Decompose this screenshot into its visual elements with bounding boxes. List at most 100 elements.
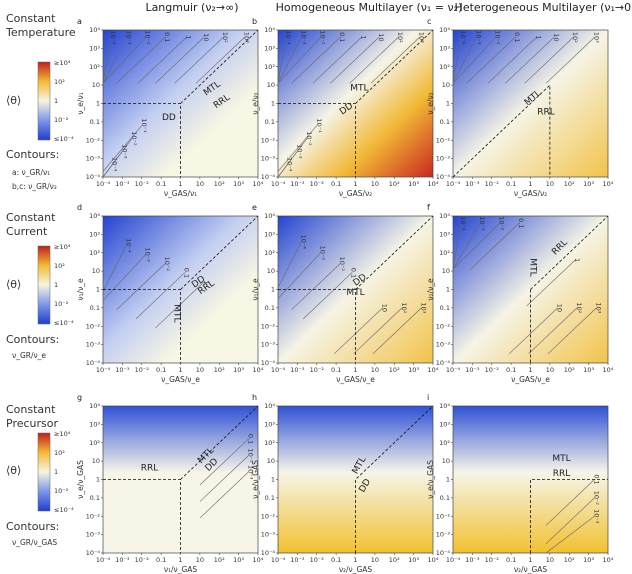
colorbar-tick-0: ≥10⁴ — [54, 243, 71, 251]
contour-line — [528, 307, 578, 355]
panel-letter: e — [252, 203, 257, 212]
contour-label: 10² — [400, 302, 408, 313]
y-tick-label: 10⁻⁴ — [261, 359, 276, 367]
contour-label: 10⁻⁴ — [111, 157, 119, 172]
x-axis-label: ν_GAS/ν_e — [511, 375, 550, 384]
region-label: RRL — [141, 463, 159, 473]
contour-line — [277, 241, 302, 288]
x-tick-label: 10³ — [408, 180, 419, 188]
contour-line — [547, 307, 597, 355]
x-tick-label: 10⁻³ — [115, 556, 130, 564]
x-tick-label: 10⁴ — [253, 180, 264, 188]
y-tick-label: 10³ — [439, 420, 450, 428]
y-tick-label: 10 — [267, 457, 275, 465]
x-tick-label: 10⁻² — [485, 556, 500, 564]
x-tick-label: 10⁴ — [428, 180, 439, 188]
y-tick-label: 10⁻⁴ — [86, 173, 101, 181]
x-tick-label: 1 — [178, 180, 182, 188]
panel-letter: f — [427, 203, 430, 212]
y-tick-label: 10⁻³ — [436, 531, 451, 539]
contour-label: 10⁻³ — [299, 30, 307, 45]
contour-line — [277, 163, 288, 178]
y-tick-label: 10² — [439, 439, 450, 447]
contour-label: 1 — [184, 35, 192, 39]
y-tick-label: 10⁻² — [261, 322, 276, 330]
contour-label: 10 — [377, 33, 385, 41]
contours-label: Contours: — [6, 520, 59, 533]
y-tick-label: 1 — [446, 286, 450, 294]
contour-label: 10³ — [419, 302, 427, 313]
theta-label: ⟨θ⟩ — [6, 464, 21, 477]
x-tick-label: 10⁴ — [603, 180, 614, 188]
y-tick-label: 1 — [446, 476, 450, 484]
contour-label: 10⁻² — [246, 448, 254, 463]
row-label-current: Constant Current ⟨θ⟩ ≥10⁴ 10² 1 10⁻² ≤10… — [6, 211, 74, 360]
contour-label: 10² — [571, 32, 579, 43]
colorbar-tick-4: ≤10⁻⁴ — [54, 506, 74, 514]
contour-label: 10⁻² — [130, 131, 138, 146]
contour-label: 10³ — [594, 302, 602, 313]
contour-label: 10² — [396, 32, 404, 43]
y-tick-label: 10³ — [264, 44, 275, 52]
y-tick-label: 10⁻⁴ — [86, 359, 101, 367]
contour-line — [199, 471, 249, 519]
contour-label: 10³ — [417, 32, 425, 43]
contour-line — [195, 37, 245, 84]
contour-line — [277, 37, 321, 84]
y-tick-label: 0.1 — [90, 304, 100, 312]
y-tick-label: 10⁻⁴ — [436, 173, 451, 181]
y-tick-label: 10⁻³ — [261, 531, 276, 539]
contour-label: 10³ — [592, 32, 600, 43]
y-axis-label: ν_e/ν_GAS — [251, 460, 260, 499]
panel-letter: g — [77, 393, 82, 402]
y-tick-label: 1 — [271, 286, 275, 294]
y-tick-label: 10² — [264, 249, 275, 257]
x-tick-label: 10³ — [583, 556, 594, 564]
x-tick-label: 10⁻⁴ — [96, 556, 111, 564]
contour-line — [330, 37, 379, 84]
y-tick-label: 10² — [264, 439, 275, 447]
x-tick-label: 10⁻² — [485, 366, 500, 374]
y-tick-label: 0.1 — [90, 494, 100, 502]
contour-line — [199, 455, 249, 502]
x-tick-label: 10⁴ — [253, 556, 264, 564]
phase-boundary — [180, 29, 259, 104]
y-tick-label: 10⁴ — [89, 212, 100, 220]
x-axis-label: ν₂/ν_GAS — [339, 565, 373, 574]
x-tick-label: 10 — [371, 366, 379, 374]
contour-label: 10² — [575, 302, 583, 313]
contour-line — [470, 223, 520, 270]
contour-label: 10² — [221, 32, 229, 43]
phase-boundary — [530, 215, 609, 290]
x-tick-label: 10⁴ — [428, 366, 439, 374]
contour-line — [487, 37, 537, 84]
x-axis-label: ν₂/ν_GAS — [514, 565, 548, 574]
x-tick-label: 10⁻⁴ — [446, 556, 461, 564]
y-tick-label: 0.1 — [265, 118, 275, 126]
contour-label: 1 — [359, 35, 367, 39]
region-label: RRL — [537, 108, 555, 118]
contour-label: 10⁻² — [163, 257, 171, 272]
colorbar — [37, 432, 51, 512]
x-tick-label: 1 — [353, 180, 357, 188]
contour-desc-1: b,c: ν_GR/ν₂ — [12, 182, 57, 191]
colorbar-tick-1: 10² — [54, 78, 65, 86]
contour-label: 10⁻⁴ — [109, 30, 117, 45]
region-label: DD — [162, 113, 176, 123]
y-tick-label: 0.1 — [265, 304, 275, 312]
colorbar — [37, 245, 51, 325]
x-tick-label: 0.1 — [331, 180, 341, 188]
x-axis-label: ν_GAS/ν₂ — [339, 189, 372, 198]
y-tick-label: 10⁴ — [89, 26, 100, 34]
y-tick-label: 10⁻² — [436, 322, 451, 330]
y-axis-label: ν_e/ν_GAS — [426, 460, 435, 499]
y-tick-label: 1 — [96, 286, 100, 294]
contour-label: 0.1 — [513, 32, 521, 42]
contour-line — [102, 37, 112, 84]
y-tick-label: 0.1 — [90, 118, 100, 126]
y-tick-label: 10 — [92, 267, 100, 275]
contour-line — [452, 37, 462, 84]
x-tick-label: 10⁻² — [135, 180, 150, 188]
y-tick-label: 10⁻³ — [436, 341, 451, 349]
